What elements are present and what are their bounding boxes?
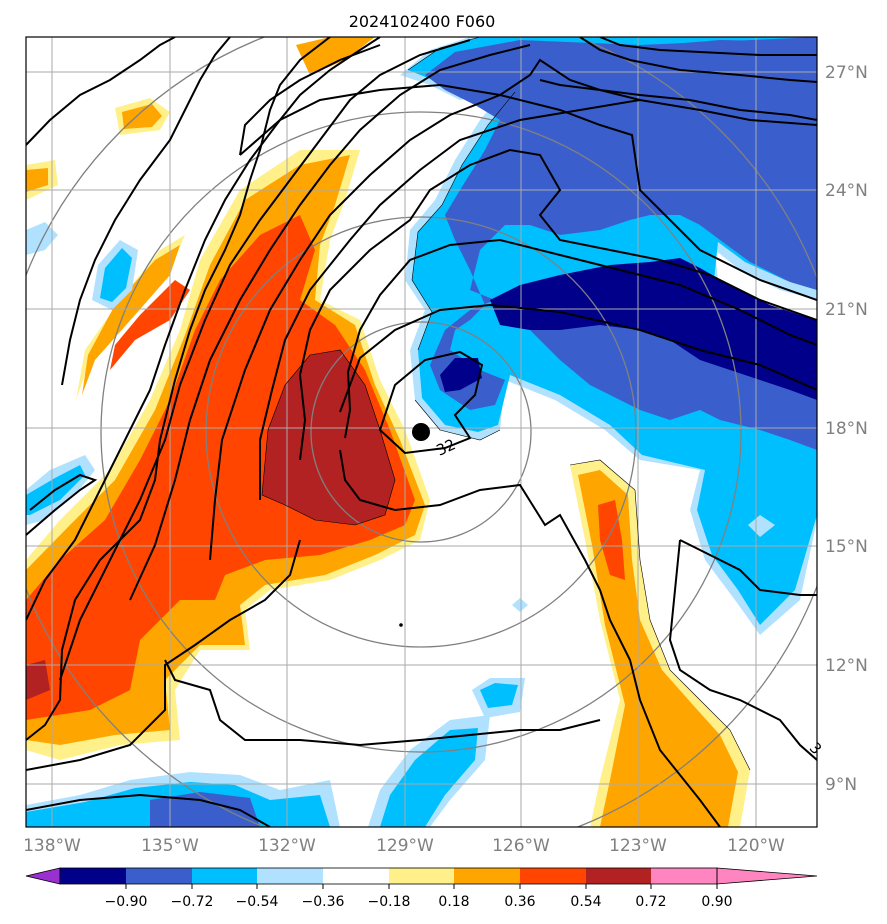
contour-line-16: [61, 37, 231, 386]
colorbar: −0.90 −0.72 −0.54 −0.36 −0.18 0.18 0.36 …: [25, 867, 818, 910]
contour-line-2: [339, 303, 817, 413]
colorbar-tick-label: −0.18: [368, 894, 411, 910]
colorbar-seg-11: [716, 867, 818, 885]
contour-line-15: [26, 37, 176, 146]
colorbar-seg-0: [25, 867, 61, 885]
lat-label: 15°N: [825, 537, 868, 557]
shade-redorange-west: [26, 215, 415, 720]
colorbar-seg-5: [323, 868, 389, 884]
colorbar-tick-label: 0.36: [504, 894, 535, 910]
shade-orange-west-edge: [26, 168, 48, 192]
lon-label: 138°W: [23, 836, 81, 856]
minor-dot: [399, 623, 403, 627]
lat-label: 18°N: [825, 419, 868, 439]
contour-line-23: [539, 79, 817, 121]
shade-navy-core: [440, 358, 482, 392]
lat-label: 9°N: [825, 775, 857, 795]
range-ring-2: [205, 216, 637, 648]
contour-line-8: [259, 98, 817, 500]
contour-line-10: [129, 44, 531, 601]
shade-orange-small-nw: [122, 104, 162, 129]
colorbar-seg-4: [257, 868, 323, 884]
storm-center-marker: [412, 423, 430, 441]
lat-axis-labels: 27°N 24°N 21°N 18°N 15°N 12°N 9°N: [825, 63, 868, 795]
lat-label: 24°N: [825, 181, 868, 201]
shade-blue-wblob: [100, 248, 132, 302]
colorbar-tick-label: −0.72: [171, 894, 214, 910]
contour-line-20: [679, 539, 817, 596]
lon-label: 129°W: [376, 836, 434, 856]
shade-blue-s3: [480, 683, 518, 708]
contour-line-4: [339, 449, 721, 827]
range-ring-1: [310, 321, 532, 543]
contour-line-13: [26, 37, 331, 741]
colorbar-seg-2: [126, 868, 192, 884]
lat-label: 27°N: [825, 63, 868, 83]
shade-medblue-north: [600, 40, 817, 130]
colorbar-tick-label: −0.36: [302, 894, 345, 910]
contour-line-24: [599, 37, 817, 56]
contour-line-21: [668, 539, 817, 761]
contour-line-7: [298, 148, 817, 461]
contour-line-6: [239, 44, 381, 156]
shade-darkred-sw: [26, 660, 50, 700]
contour-line-18: [26, 473, 98, 536]
colorbar-tick-label: −0.90: [105, 894, 148, 910]
lon-label: 123°W: [609, 836, 667, 856]
colorbar-seg-7: [454, 868, 520, 884]
lon-label: 132°W: [258, 836, 316, 856]
colorbar-seg-1: [60, 868, 126, 884]
contour-line-9: [209, 58, 641, 561]
figure-title: 2024102400 F060: [349, 12, 496, 31]
lat-label: 12°N: [825, 656, 868, 676]
shade-medblue-south: [150, 792, 260, 827]
shade-navy-ne: [490, 258, 817, 400]
lon-label: 120°W: [727, 836, 785, 856]
height-contours: [26, 37, 817, 827]
contour-line-19: [164, 659, 601, 747]
colorbar-tick-label: 0.54: [570, 894, 601, 910]
contour-line-3: [344, 238, 817, 439]
colorbar-tick-label: 0.18: [438, 894, 469, 910]
lon-label: 126°W: [492, 836, 550, 856]
shade-darkred-core: [262, 350, 395, 525]
shade-lightblue-dot: [512, 598, 528, 612]
lon-axis-labels: 138°W 135°W 132°W 129°W 126°W 123°W 120°…: [23, 836, 785, 856]
shade-red-east: [598, 500, 625, 580]
lon-label: 135°W: [141, 836, 199, 856]
contour-line-17: [26, 793, 271, 827]
map-frame: [25, 36, 818, 828]
shade-lightblue-box: [748, 515, 775, 537]
range-rings: [26, 37, 817, 827]
contour-line-1: [378, 350, 484, 455]
shade-orange-nw: [82, 245, 180, 395]
colorbar-seg-8: [520, 868, 586, 884]
contour-line-14: [26, 539, 301, 771]
colorbar-seg-9: [586, 868, 651, 884]
contour-line-12: [26, 37, 381, 621]
lat-label: 21°N: [825, 300, 868, 320]
colorbar-tick-label: 0.90: [701, 894, 732, 910]
lat-lon-grid: [26, 37, 817, 827]
contour-line-5: [239, 83, 817, 301]
shade-orange-north: [296, 37, 375, 75]
colorbar-tick-label: −0.54: [236, 894, 279, 910]
colorbar-seg-10: [651, 868, 717, 884]
colorbar-seg-3: [192, 868, 257, 884]
colorbar-seg-6: [389, 868, 454, 884]
colorbar-tick-label: 0.72: [635, 894, 666, 910]
contour-line-22: [579, 37, 817, 83]
range-ring-3: [100, 111, 742, 753]
